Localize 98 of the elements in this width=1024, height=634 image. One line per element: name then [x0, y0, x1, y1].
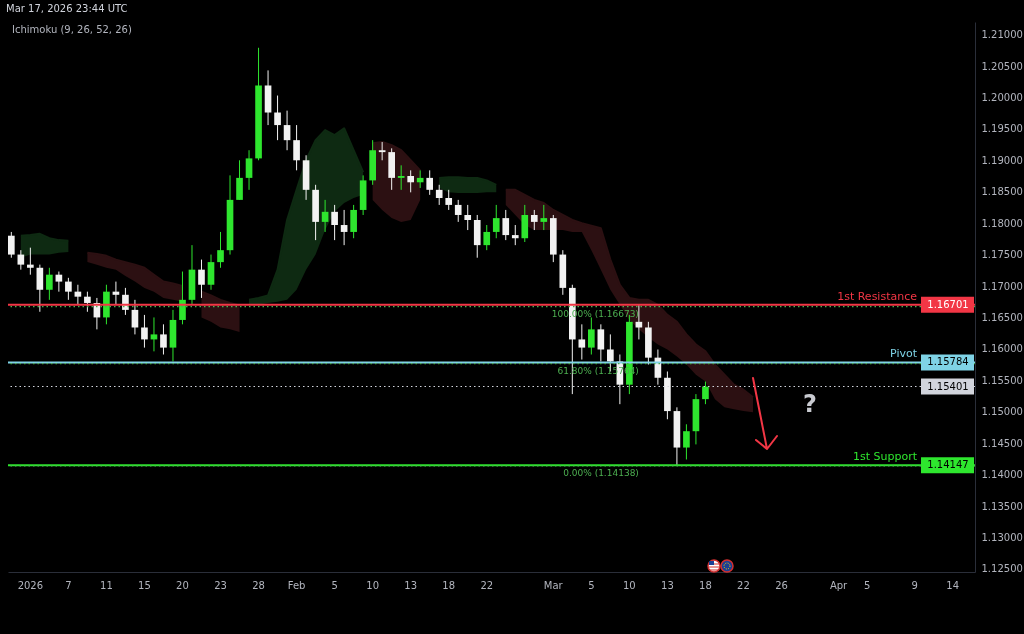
y-tick-label: 1.12500: [981, 563, 1023, 575]
annotation: 1.15401: [927, 380, 969, 392]
candlestick: [378, 141, 386, 161]
x-tick-label: 22: [480, 579, 494, 591]
candlestick: [207, 254, 215, 291]
candlestick: [17, 249, 25, 271]
y-tick-label: 1.19500: [981, 123, 1023, 135]
candlestick: [84, 291, 91, 313]
x-tick-label: 9: [911, 579, 918, 591]
candlestick: [321, 199, 329, 233]
x-tick-label: 20: [176, 579, 189, 591]
x-tick-label: 14: [946, 579, 960, 591]
x-tick-label: 18: [699, 579, 712, 591]
candlestick: [464, 204, 472, 231]
candlestick: [454, 199, 462, 223]
x-tick-label: 10: [366, 579, 380, 591]
y-tick-label: 1.16000: [981, 343, 1023, 355]
candlestick: [683, 423, 690, 460]
y-tick-label: 1.16500: [981, 311, 1023, 323]
candlestick: [511, 224, 519, 246]
y-tick-label: 1.18500: [981, 186, 1023, 198]
candlestick: [65, 277, 72, 301]
candlestick: [483, 224, 491, 251]
x-tick-label: 13: [404, 579, 418, 591]
x-tick-label: 23: [214, 579, 227, 591]
candlestick: [530, 209, 538, 231]
candlestick: [283, 110, 291, 151]
x-tick-label: Feb: [287, 579, 306, 591]
candlestick: [407, 169, 415, 193]
candlestick: [350, 204, 357, 239]
candlestick: [8, 231, 15, 259]
annotation: Ichimoku (9, 26, 52, 26): [12, 24, 132, 35]
x-tick-label: 18: [442, 579, 456, 591]
annotation: ?: [803, 390, 817, 418]
candlestick: [340, 209, 348, 246]
candlestick: [236, 159, 243, 201]
candlestick: [293, 124, 300, 171]
candlestick: [55, 271, 63, 293]
y-tick-label: 1.20500: [981, 60, 1023, 72]
candlestick: [27, 247, 34, 276]
annotation: 1.14147: [927, 459, 969, 471]
candlestick: [150, 316, 158, 352]
y-tick-label: 1.13500: [981, 500, 1023, 512]
annotation: 1.16701: [927, 298, 969, 310]
candlestick: [540, 204, 548, 231]
x-tick-label: Mar: [543, 579, 564, 591]
x-tick-label: 26: [775, 579, 788, 591]
candlestick: [160, 323, 167, 356]
candlestick: [36, 264, 44, 313]
candlestick: [521, 204, 529, 243]
y-tick-label: 1.20000: [981, 91, 1023, 103]
candlestick: [179, 271, 186, 325]
y-tick-label: 1.15500: [981, 374, 1023, 386]
x-tick-label: 7: [65, 579, 72, 591]
candlestick: [46, 267, 53, 301]
text: Mar 17, 2026 23:44 UTC: [6, 3, 128, 14]
ref-line-label: 1st Resistance: [837, 289, 918, 303]
candlestick: [445, 189, 453, 211]
x-tick-label: 22: [737, 579, 750, 591]
x-tick-label: 28: [252, 579, 265, 591]
y-tick-label: 1.17000: [981, 280, 1023, 292]
candlestick: [597, 323, 605, 362]
x-tick-label: 5: [588, 579, 595, 591]
y-tick-label: 1.14500: [981, 437, 1023, 449]
candlestick: [578, 323, 586, 361]
y-tick-label: 1.19000: [981, 154, 1023, 166]
y-tick-label: 1.18000: [981, 217, 1023, 229]
candlestick: [492, 204, 500, 239]
x-tick-label: 11: [100, 579, 113, 591]
candlestick: [141, 314, 148, 349]
candlestick: [502, 209, 510, 241]
candlestick: [702, 381, 709, 405]
ref-line-label: 0.00% (1.14138): [563, 467, 639, 478]
candlestick: [435, 184, 443, 206]
ref-line-label: 1st Support: [852, 450, 918, 464]
candlestick: [217, 231, 224, 269]
y-tick-label: 1.21000: [981, 29, 1023, 41]
candlestick: [74, 284, 82, 306]
candlestick: [245, 149, 253, 191]
candlestick: [397, 164, 405, 191]
candlestick: [331, 204, 338, 241]
x-tick-label: 5: [331, 579, 338, 591]
annotation: 1.15784: [927, 356, 969, 368]
ref-line-label: Pivot: [889, 347, 918, 361]
candlestick: [274, 95, 281, 141]
x-tick-label: Apr: [829, 579, 849, 591]
y-tick-label: 1.15000: [981, 406, 1023, 418]
x-tick-label: 5: [863, 579, 871, 591]
x-tick-label: 2026: [17, 579, 44, 591]
y-tick-label: 1.14000: [981, 469, 1023, 481]
candlestick: [198, 259, 205, 299]
x-tick-label: 13: [661, 579, 674, 591]
x-tick-label: 10: [623, 579, 636, 591]
candlestick: [588, 316, 595, 356]
x-tick-label: 15: [138, 579, 151, 591]
y-tick-label: 1.17500: [981, 249, 1023, 261]
candlestick: [426, 169, 434, 196]
y-tick-label: 1.13000: [981, 531, 1023, 543]
